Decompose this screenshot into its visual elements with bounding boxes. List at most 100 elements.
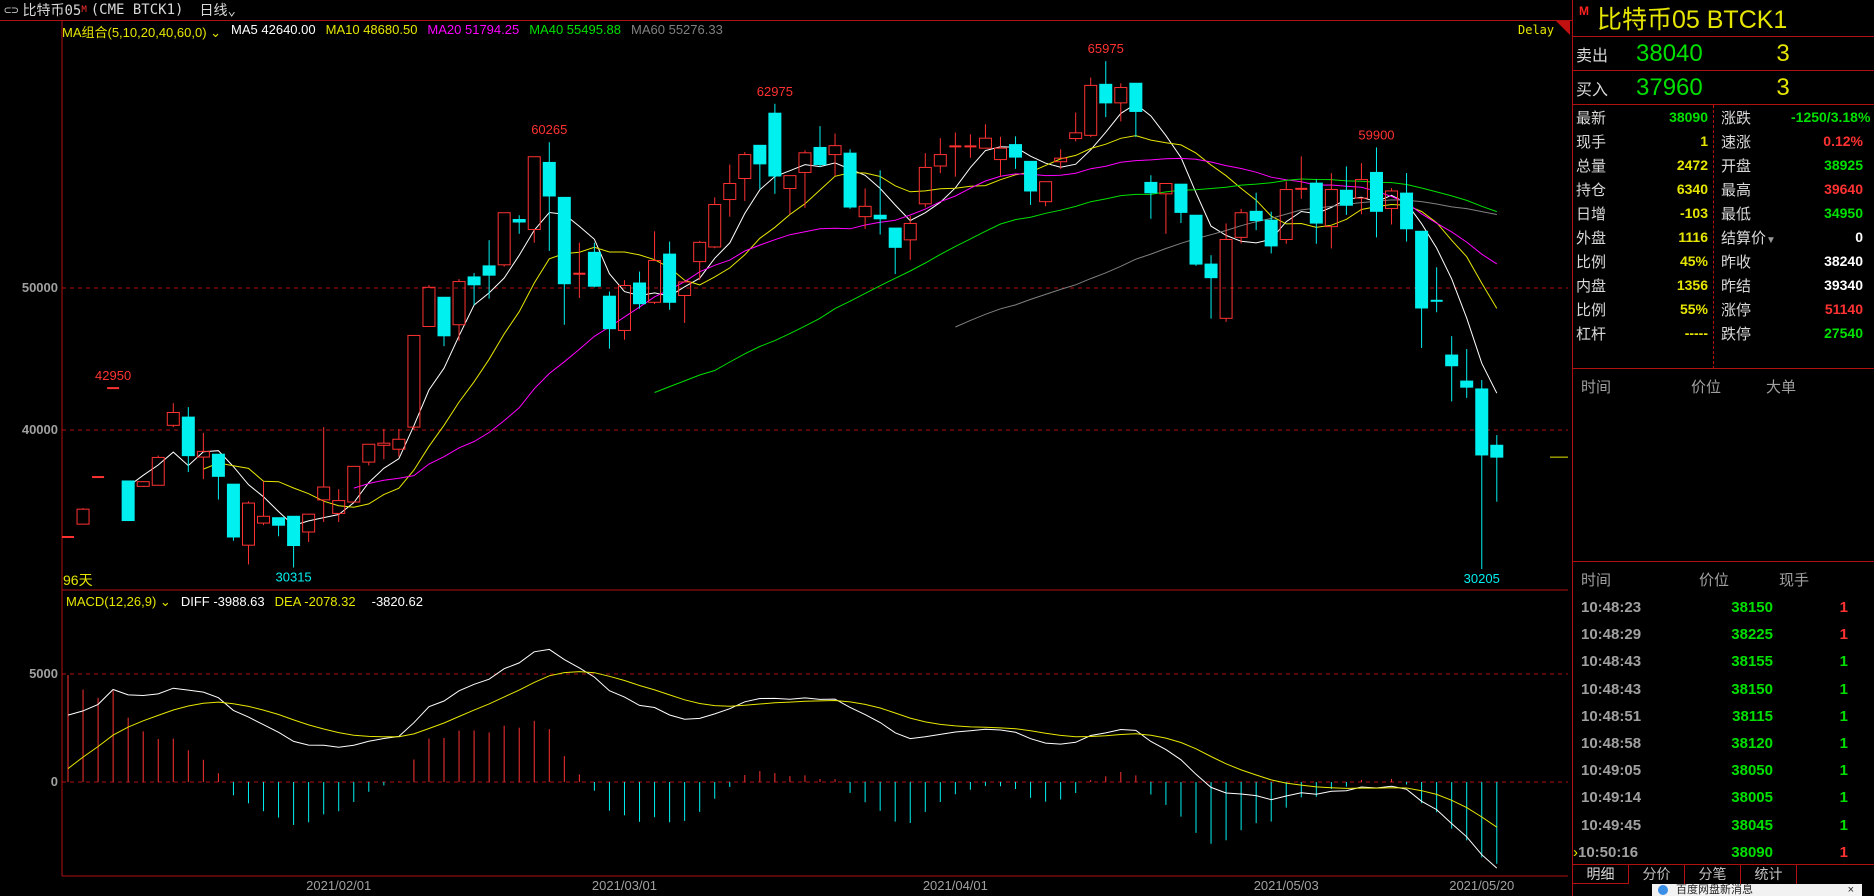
candle-up[interactable] [422,285,436,328]
candle-up[interactable] [196,432,210,480]
candle-down[interactable] [1249,192,1263,231]
period-selector[interactable]: 日线⌄ [199,0,235,20]
candle-down[interactable] [272,517,286,537]
candle-up[interactable] [693,240,707,281]
candle-down[interactable] [226,483,240,541]
candle-up[interactable] [1324,173,1338,249]
candle-down[interactable] [1445,336,1459,402]
candle-down[interactable] [437,296,451,347]
candle-down[interactable] [1460,348,1474,398]
candle-down[interactable] [1309,179,1323,244]
candle-down[interactable] [482,240,496,299]
candle-up[interactable] [527,156,541,243]
candle-up[interactable] [798,150,812,208]
stat-label[interactable]: 结算价▼ [1721,229,1776,247]
candle-down[interactable] [1369,147,1383,238]
candle-up[interactable] [497,212,511,267]
candle-up[interactable] [978,124,992,149]
candle-up[interactable] [738,152,752,201]
candle-up[interactable] [1385,188,1399,225]
candle-up[interactable] [1054,149,1068,169]
candle-down[interactable] [1415,230,1429,348]
candle-up[interactable] [392,428,406,457]
candle-down[interactable] [1129,82,1143,138]
candle-up[interactable] [918,153,932,208]
candle-up[interactable] [136,481,150,487]
candle-up[interactable] [407,334,421,430]
candle-down[interactable] [1024,160,1038,205]
candle-up[interactable] [76,508,90,525]
candle-up[interactable] [362,443,376,466]
candle-up[interactable] [858,188,872,229]
ma-selector[interactable]: MA组合(5,10,20,40,60,0) ⌄ [62,22,221,41]
candle-down[interactable] [753,144,767,190]
candle-up[interactable] [452,279,466,341]
candle-down[interactable] [663,241,677,310]
candle-down[interactable] [1174,183,1188,224]
candle-up[interactable] [1084,77,1098,138]
tab-2[interactable]: 分笔 [1685,865,1741,884]
candle-up[interactable] [166,403,180,428]
candle-down[interactable] [843,149,857,209]
candle-up[interactable] [317,427,331,523]
candle-up[interactable] [617,280,631,340]
candle-up[interactable] [783,175,797,215]
candle-down[interactable] [768,103,782,194]
candle-down[interactable] [211,453,225,500]
candle-up[interactable] [1219,223,1233,322]
candle-up[interactable] [708,197,722,249]
candle-down[interactable] [633,271,647,309]
ask-row[interactable]: 卖出 38040 3 [1573,37,1874,71]
notification-popup[interactable]: 百度网盘新消息 × [1652,884,1862,896]
candle-up[interactable] [257,481,271,526]
kline-chart[interactable]: 42950 60265 62975 65975 59900 30315 30205 [0,0,1572,896]
macd-selector[interactable]: MACD(12,26,9) ⌄ [66,594,171,610]
candle-down[interactable] [1009,136,1023,169]
candle-down[interactable] [1264,211,1278,254]
candle-down[interactable] [1099,61,1113,118]
candle-down[interactable] [121,480,135,522]
candle-up[interactable] [151,455,165,486]
candle-down[interactable] [181,407,195,473]
candle-down[interactable] [467,273,481,306]
candle-up[interactable] [1279,181,1293,244]
candle-down[interactable] [1490,435,1504,502]
candle-up[interactable] [949,132,962,177]
candle-up[interactable] [678,281,692,323]
candle-up[interactable] [1295,156,1308,199]
candle-up[interactable] [332,489,346,523]
candle-up[interactable] [648,231,662,305]
candle-up[interactable] [1069,112,1083,142]
candle-down[interactable] [542,142,556,251]
tab-1[interactable]: 分价 [1629,865,1685,884]
candle-up[interactable] [1159,182,1173,234]
candle-down[interactable] [1339,166,1353,215]
candle-up[interactable] [1039,181,1053,207]
candle-up[interactable] [377,428,391,460]
candle-up[interactable] [964,134,977,158]
candle-down[interactable] [1204,255,1218,319]
candle-up[interactable] [828,133,842,176]
candle-up[interactable] [993,136,1007,177]
candle-up[interactable] [241,501,255,565]
candle-up[interactable] [1354,163,1368,215]
candle-up[interactable] [1114,83,1128,122]
candle-down[interactable] [1400,173,1414,242]
candle-down[interactable] [587,242,601,288]
candle-down[interactable] [602,291,616,349]
candle-up[interactable] [1234,208,1248,244]
candle-up[interactable] [347,465,361,503]
candle-down[interactable] [813,126,827,168]
candle-up[interactable] [723,164,737,217]
candle-up[interactable] [573,242,586,298]
candle-down[interactable] [1144,175,1158,219]
candle-up[interactable] [933,138,947,174]
candle-up[interactable] [903,215,917,260]
link-icon[interactable]: ⊂⊃ [4,3,19,17]
caret-down-icon[interactable]: ▼ [1766,234,1776,246]
close-icon[interactable]: × [1847,884,1854,896]
tab-3[interactable]: 统计 [1741,865,1797,884]
candle-down[interactable] [873,170,887,235]
tab-0[interactable]: 明细 [1573,865,1629,884]
candle-up[interactable] [302,513,316,542]
